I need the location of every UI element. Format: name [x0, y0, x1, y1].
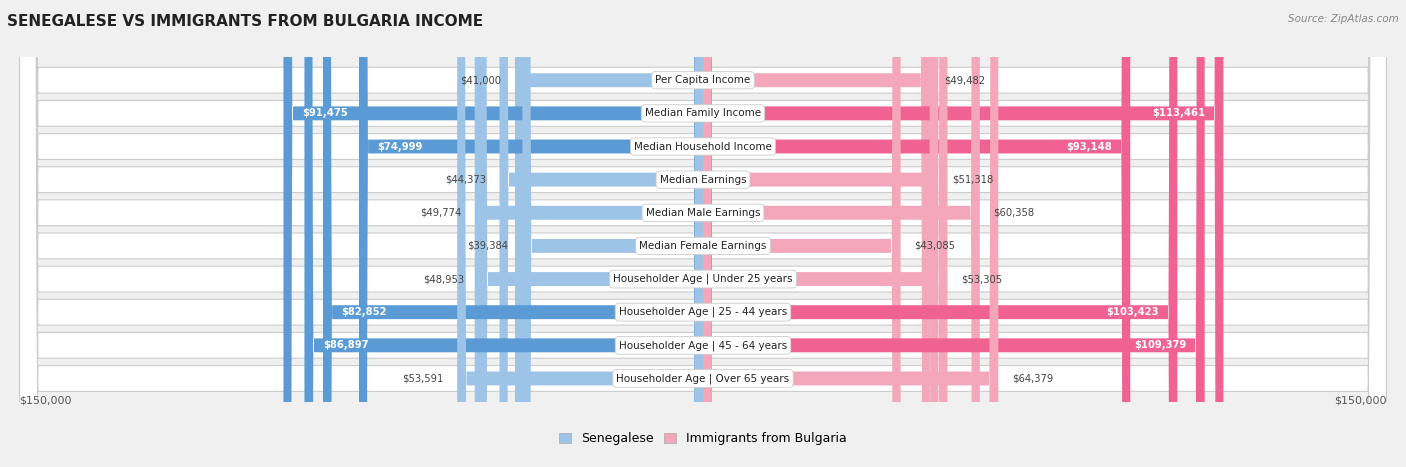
Text: Householder Age | Under 25 years: Householder Age | Under 25 years [613, 274, 793, 284]
FancyBboxPatch shape [20, 0, 1386, 467]
Text: Householder Age | Over 65 years: Householder Age | Over 65 years [616, 373, 790, 384]
Text: $91,475: $91,475 [302, 108, 347, 118]
Text: $41,000: $41,000 [460, 75, 501, 85]
Text: $109,379: $109,379 [1135, 340, 1187, 350]
FancyBboxPatch shape [703, 0, 1177, 467]
Text: Median Female Earnings: Median Female Earnings [640, 241, 766, 251]
Text: Householder Age | 45 - 64 years: Householder Age | 45 - 64 years [619, 340, 787, 351]
FancyBboxPatch shape [20, 0, 1386, 467]
FancyBboxPatch shape [703, 0, 1130, 467]
Text: Householder Age | 25 - 44 years: Householder Age | 25 - 44 years [619, 307, 787, 318]
FancyBboxPatch shape [323, 0, 703, 467]
Text: $82,852: $82,852 [342, 307, 387, 317]
FancyBboxPatch shape [703, 0, 1205, 467]
FancyBboxPatch shape [703, 0, 998, 467]
Text: $103,423: $103,423 [1107, 307, 1159, 317]
Legend: Senegalese, Immigrants from Bulgaria: Senegalese, Immigrants from Bulgaria [554, 427, 852, 450]
FancyBboxPatch shape [523, 0, 703, 467]
FancyBboxPatch shape [20, 0, 1386, 467]
FancyBboxPatch shape [703, 0, 938, 467]
Text: $93,148: $93,148 [1066, 142, 1112, 151]
FancyBboxPatch shape [20, 0, 1386, 467]
Text: $53,305: $53,305 [962, 274, 1002, 284]
FancyBboxPatch shape [20, 0, 1386, 467]
Text: Median Male Earnings: Median Male Earnings [645, 208, 761, 218]
FancyBboxPatch shape [20, 0, 1386, 467]
Text: $39,384: $39,384 [468, 241, 509, 251]
Text: Median Family Income: Median Family Income [645, 108, 761, 118]
FancyBboxPatch shape [20, 0, 1386, 467]
FancyBboxPatch shape [478, 0, 703, 467]
FancyBboxPatch shape [703, 0, 929, 467]
Text: $49,482: $49,482 [943, 75, 984, 85]
FancyBboxPatch shape [20, 0, 1386, 467]
Text: $43,085: $43,085 [914, 241, 955, 251]
Text: $48,953: $48,953 [423, 274, 465, 284]
Text: $150,000: $150,000 [1334, 396, 1386, 406]
Text: $64,379: $64,379 [1012, 374, 1053, 383]
FancyBboxPatch shape [305, 0, 703, 467]
Text: Per Capita Income: Per Capita Income [655, 75, 751, 85]
Text: $74,999: $74,999 [377, 142, 423, 151]
Text: $113,461: $113,461 [1152, 108, 1205, 118]
Text: $53,591: $53,591 [402, 374, 443, 383]
Text: Median Earnings: Median Earnings [659, 175, 747, 184]
FancyBboxPatch shape [20, 0, 1386, 467]
FancyBboxPatch shape [515, 0, 703, 467]
FancyBboxPatch shape [703, 0, 948, 467]
Text: $49,774: $49,774 [420, 208, 461, 218]
Text: Source: ZipAtlas.com: Source: ZipAtlas.com [1288, 14, 1399, 24]
FancyBboxPatch shape [475, 0, 703, 467]
Text: Median Household Income: Median Household Income [634, 142, 772, 151]
Text: $60,358: $60,358 [994, 208, 1035, 218]
FancyBboxPatch shape [457, 0, 703, 467]
FancyBboxPatch shape [703, 0, 1223, 467]
Text: $150,000: $150,000 [20, 396, 72, 406]
FancyBboxPatch shape [20, 0, 1386, 467]
FancyBboxPatch shape [284, 0, 703, 467]
FancyBboxPatch shape [703, 0, 980, 467]
FancyBboxPatch shape [703, 0, 901, 467]
Text: $51,318: $51,318 [952, 175, 994, 184]
FancyBboxPatch shape [359, 0, 703, 467]
Text: SENEGALESE VS IMMIGRANTS FROM BULGARIA INCOME: SENEGALESE VS IMMIGRANTS FROM BULGARIA I… [7, 14, 484, 29]
Text: $86,897: $86,897 [323, 340, 368, 350]
FancyBboxPatch shape [499, 0, 703, 467]
Text: $44,373: $44,373 [444, 175, 485, 184]
